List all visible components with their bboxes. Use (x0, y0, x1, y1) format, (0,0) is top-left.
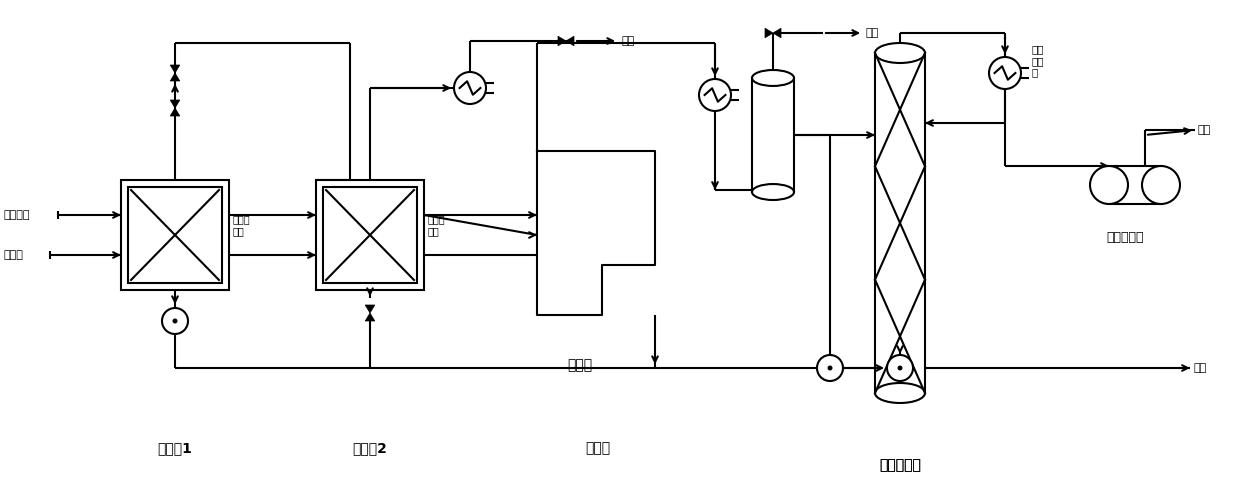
Ellipse shape (752, 70, 794, 86)
Circle shape (162, 308, 188, 334)
Text: 放空: 放空 (1198, 125, 1212, 135)
Bar (128, 187, 222, 283)
Circle shape (989, 57, 1021, 89)
Text: 反应冷
却水: 反应冷 却水 (233, 214, 250, 236)
Polygon shape (170, 73, 180, 81)
Text: 反应冷
却水: 反应冷 却水 (427, 214, 446, 236)
Bar (1109, 166, 1161, 204)
Ellipse shape (1090, 166, 1127, 204)
Text: 反应器2: 反应器2 (353, 441, 388, 455)
Text: 放空: 放空 (866, 28, 880, 38)
Polygon shape (170, 100, 180, 108)
Polygon shape (764, 28, 773, 38)
Text: 碳四回收罐: 碳四回收罐 (1106, 230, 1144, 243)
Ellipse shape (875, 43, 926, 63)
Text: 放空: 放空 (621, 36, 634, 46)
Circle shape (172, 318, 177, 323)
Ellipse shape (1142, 166, 1180, 204)
Bar (875, 53, 926, 393)
Circle shape (828, 366, 833, 371)
Circle shape (453, 72, 486, 104)
Text: 戊醛: 戊醛 (1193, 363, 1207, 373)
Polygon shape (566, 36, 574, 46)
Text: 戊醛精馏塔: 戊醛精馏塔 (878, 458, 921, 472)
Circle shape (699, 79, 731, 111)
Text: 蒸发器: 蒸发器 (567, 358, 592, 372)
Circle shape (817, 355, 843, 381)
Text: 合成气: 合成气 (2, 250, 22, 260)
Polygon shape (773, 28, 781, 38)
Bar (121, 180, 229, 290)
Text: 反应器1: 反应器1 (157, 441, 192, 455)
Ellipse shape (752, 184, 794, 200)
Circle shape (897, 366, 902, 371)
Polygon shape (366, 305, 375, 313)
Bar (316, 180, 424, 290)
Text: 蒸发器: 蒸发器 (586, 441, 611, 455)
Text: 混合碳四: 混合碳四 (2, 210, 30, 220)
Circle shape (887, 355, 913, 381)
Polygon shape (558, 36, 566, 46)
Bar (323, 187, 418, 283)
Bar (752, 78, 794, 192)
Polygon shape (366, 313, 375, 321)
Text: 精馏
冷冻
水: 精馏 冷冻 水 (1031, 44, 1043, 77)
Polygon shape (170, 108, 180, 116)
Ellipse shape (875, 383, 926, 403)
Polygon shape (170, 65, 180, 73)
Text: 戊醛精馏塔: 戊醛精馏塔 (878, 458, 921, 472)
